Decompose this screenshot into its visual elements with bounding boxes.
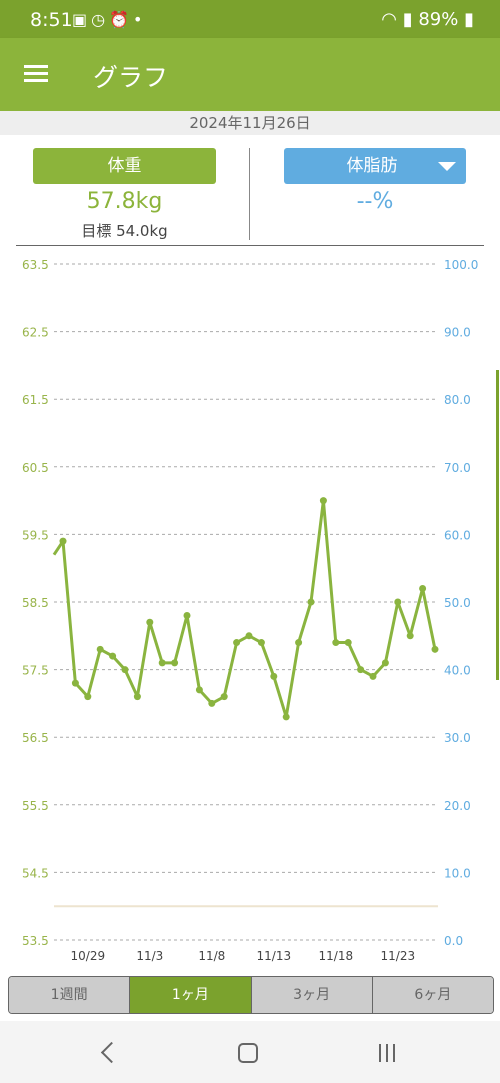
data-point: [332, 639, 340, 647]
status-time: 8:51: [30, 9, 73, 31]
tab-6-months[interactable]: 6ヶ月: [371, 977, 493, 1013]
data-point: [220, 693, 228, 701]
data-point: [394, 598, 402, 606]
divider: [16, 245, 484, 246]
status-bar: 8:51 ▣◷⏰• ◠ ▮ 89% ▮: [0, 0, 500, 38]
y-right-tick-label: 100.0: [444, 258, 478, 272]
scroll-indicator[interactable]: [496, 370, 499, 680]
data-point: [195, 686, 203, 694]
x-tick-label: 10/29: [71, 949, 106, 963]
y-right-tick-label: 30.0: [444, 731, 471, 745]
y-left-tick-label: 60.5: [22, 461, 49, 475]
data-point: [419, 584, 427, 592]
x-tick-label: 11/3: [136, 949, 163, 963]
body-fat-value: --%: [356, 189, 394, 214]
home-icon: [238, 1043, 258, 1063]
weight-chart: 63.5 62.5 61.5 60.5 59.5 58.5 57.5 56.5 55.5 54.5…: [22, 258, 478, 963]
data-point: [431, 645, 439, 653]
y-left-tick-label: 63.5: [22, 258, 49, 272]
data-point: [59, 537, 67, 545]
back-button[interactable]: [88, 1037, 128, 1067]
recents-icon: [379, 1044, 397, 1062]
y-right-tick-label: 70.0: [444, 461, 471, 475]
data-point: [270, 672, 278, 680]
y-left-tick-label: 61.5: [22, 393, 49, 407]
data-point: [381, 659, 389, 667]
data-point: [133, 693, 141, 701]
y-left-tick-label: 59.5: [22, 528, 49, 542]
x-tick-label: 11/18: [319, 949, 354, 963]
data-point: [208, 699, 216, 707]
recents-button[interactable]: [368, 1037, 408, 1067]
y-right-tick-label: 40.0: [444, 664, 471, 678]
y-right-tick-label: 50.0: [444, 596, 471, 610]
app-bar: グラフ: [0, 38, 500, 111]
x-tick-label: 11/8: [198, 949, 225, 963]
data-point: [307, 598, 315, 606]
dropdown-caret-icon: [438, 162, 456, 171]
data-point: [406, 632, 414, 640]
weight-label: 体重: [33, 148, 216, 184]
y-right-tick-label: 10.0: [444, 866, 471, 880]
data-point: [319, 497, 327, 505]
x-tick-label: 11/13: [257, 949, 292, 963]
signal-icon: ▮: [402, 9, 413, 30]
tab-3-months[interactable]: 3ヶ月: [250, 977, 372, 1013]
wifi-icon: ◠: [381, 9, 397, 30]
y-left-tick-label: 57.5: [22, 664, 49, 678]
y-left-tick-label: 56.5: [22, 731, 49, 745]
y-right-tick-label: 60.0: [444, 528, 471, 542]
data-point: [146, 618, 154, 626]
data-point: [171, 659, 179, 667]
data-point: [295, 639, 303, 647]
battery-icon: ▮: [464, 9, 474, 30]
menu-icon[interactable]: [24, 65, 48, 83]
page-title: グラフ: [93, 63, 169, 92]
data-point: [71, 679, 79, 687]
y-left-tick-label: 55.5: [22, 799, 49, 813]
divider: [249, 148, 250, 240]
tab-1-week[interactable]: 1週間: [9, 977, 130, 1013]
target-weight: 目標 54.0kg: [81, 222, 168, 240]
data-point: [344, 639, 352, 647]
home-button[interactable]: [228, 1037, 268, 1067]
notification-icons: ▣◷⏰•: [72, 10, 147, 29]
data-point: [183, 612, 191, 620]
body-fat-label: 体脂肪: [346, 156, 398, 176]
y-left-tick-label: 54.5: [22, 866, 49, 880]
weight-value: 57.8kg: [86, 189, 163, 214]
y-left-tick-label: 53.5: [22, 934, 49, 948]
data-point: [84, 693, 92, 701]
data-point: [245, 632, 253, 640]
system-nav-bar: [0, 1021, 500, 1083]
y-right-tick-label: 0.0: [444, 934, 463, 948]
data-point: [158, 659, 166, 667]
y-left-tick-label: 62.5: [22, 326, 49, 340]
data-point: [121, 666, 129, 674]
data-point: [109, 652, 117, 660]
y-left-tick-label: 58.5: [22, 596, 49, 610]
data-point: [357, 666, 365, 674]
battery-level: 89%: [418, 9, 459, 30]
x-tick-label: 11/23: [381, 949, 416, 963]
data-point: [282, 713, 290, 721]
range-tabs: 1週間 1ヶ月 3ヶ月 6ヶ月: [8, 976, 494, 1014]
tab-1-month[interactable]: 1ヶ月: [129, 977, 251, 1013]
summary-panel: 体重 57.8kg 目標 54.0kg 体脂肪 --%: [0, 135, 500, 245]
date-label: 2024年11月26日: [0, 111, 500, 135]
y-right-tick-label: 80.0: [444, 393, 471, 407]
data-point: [96, 645, 104, 653]
back-icon: [100, 1041, 123, 1064]
y-right-tick-label: 90.0: [444, 326, 471, 340]
y-right-tick-label: 20.0: [444, 799, 471, 813]
weight-series-line: [61, 499, 437, 719]
data-point: [257, 639, 265, 647]
body-fat-dropdown[interactable]: 体脂肪: [284, 148, 466, 184]
status-right: ◠ ▮ 89% ▮: [381, 9, 474, 30]
data-point: [369, 672, 377, 680]
data-point: [233, 639, 241, 647]
